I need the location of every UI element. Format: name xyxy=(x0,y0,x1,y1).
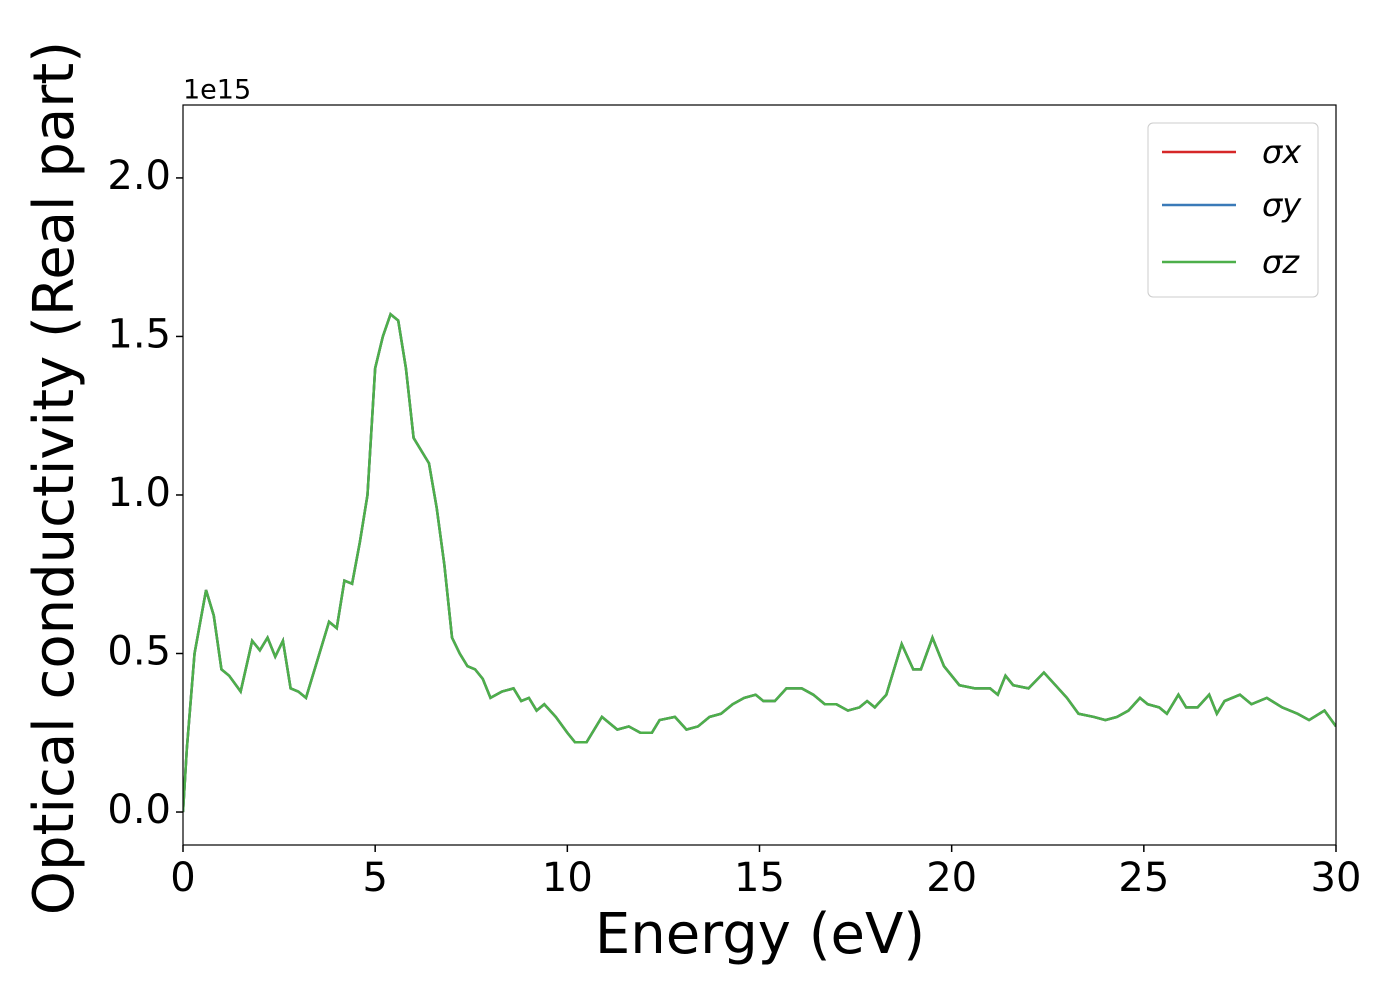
x-tick-label: 30 xyxy=(1311,855,1362,901)
y-tick-label: 1.0 xyxy=(107,470,171,516)
x-axis-label: Energy (eV) xyxy=(595,902,925,967)
legend-box xyxy=(1147,122,1319,298)
series-line xyxy=(183,312,1336,813)
y-tick-label: 1.5 xyxy=(107,311,171,357)
offset-label: 1e15 xyxy=(183,75,251,106)
y-tick-label: 2.0 xyxy=(107,153,171,199)
y-tick-label: 0.0 xyxy=(107,787,171,833)
x-tick-label: 5 xyxy=(362,855,387,901)
legend-label: σz xyxy=(1262,243,1300,281)
x-tick-label: 20 xyxy=(926,855,977,901)
plot-frame xyxy=(182,104,1337,846)
x-tick-label: 15 xyxy=(734,855,785,901)
legend: σx σy σz xyxy=(1147,122,1319,298)
legend-label: σy xyxy=(1262,186,1302,224)
x-tick-label: 0 xyxy=(170,855,195,901)
x-tick-label: 10 xyxy=(542,855,593,901)
y-axis-label: Optical conductivity (Real part) xyxy=(22,41,87,915)
legend-label: σx xyxy=(1262,133,1302,171)
y-tick-label: 0.5 xyxy=(107,629,171,675)
x-tick-label: 25 xyxy=(1118,855,1169,901)
